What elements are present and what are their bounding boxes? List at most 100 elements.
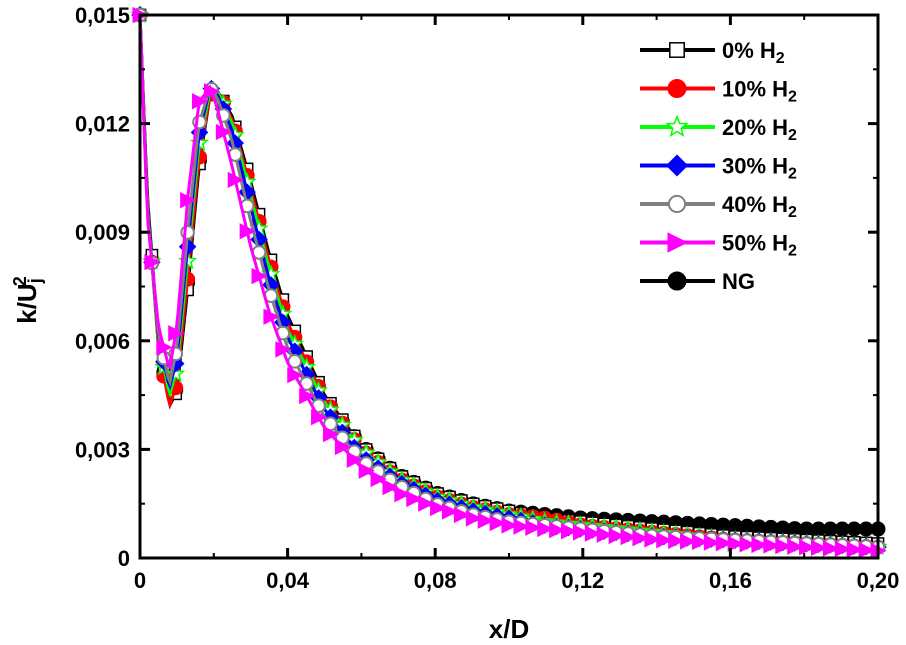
y-axis-title-main: k/U <box>12 283 42 323</box>
legend-marker <box>665 114 689 138</box>
y-tick-label: 0,003 <box>75 437 130 462</box>
legend-item-20-h-2: 20% H2 <box>640 114 797 144</box>
legend-label-main: 10% H <box>722 77 788 102</box>
legend-label: 20% H2 <box>722 115 797 144</box>
y-tick-label: 0,012 <box>75 112 130 137</box>
series-marker-50-h-2 <box>644 531 661 548</box>
series-marker-50-h-2 <box>668 532 685 549</box>
x-tick-label: 0,12 <box>561 568 604 593</box>
legend-label-main: 20% H <box>722 115 788 140</box>
legend-marker <box>669 42 685 58</box>
series-marker-50-h-2 <box>430 499 447 517</box>
legend-marker <box>667 232 689 253</box>
series-marker-50-h-2 <box>263 308 280 325</box>
series-marker-50-h-2 <box>192 93 209 110</box>
series-marker-50-h-2 <box>322 425 340 443</box>
legend-label-main: NG <box>722 269 755 294</box>
legend-label-sub: 2 <box>788 242 797 259</box>
series-marker-50-h-2 <box>799 539 816 556</box>
y-tick-label: 0,015 <box>75 3 130 28</box>
series-marker-50-h-2 <box>406 490 423 508</box>
x-tick-label: 0,04 <box>266 568 310 593</box>
series-marker-50-h-2 <box>418 495 435 512</box>
series-marker-50-h-2 <box>501 517 518 534</box>
legend-item-40-h-2: 40% H2 <box>640 192 797 221</box>
series-marker-50-h-2 <box>251 267 268 285</box>
series-marker-50-h-2 <box>180 192 197 209</box>
series-marker-50-h-2 <box>691 533 709 551</box>
legend-label: 10% H2 <box>722 77 797 106</box>
x-tick-label: 0,16 <box>709 568 752 593</box>
y-axis-title-sup: 2 <box>10 276 30 286</box>
series-marker-50-h-2 <box>215 123 233 141</box>
series-marker-50-h-2 <box>465 510 483 527</box>
x-tick-label: 0,20 <box>857 568 900 593</box>
legend-label: 30% H2 <box>722 154 797 183</box>
series-marker-50-h-2 <box>846 541 864 558</box>
legend-marker <box>667 271 687 291</box>
series-50-h-2 <box>132 6 887 558</box>
y-tick-label: 0,006 <box>75 329 130 354</box>
series-marker-50-h-2 <box>810 539 828 556</box>
series-marker-50-h-2 <box>513 518 530 535</box>
legend-marker <box>667 194 687 214</box>
series-marker-50-h-2 <box>477 512 495 529</box>
legend-item-ng: NG <box>640 269 755 294</box>
x-axis-title: x/D <box>489 614 529 644</box>
y-axis-title: k/Uj2 <box>10 276 45 324</box>
series-marker-50-h-2 <box>656 532 673 549</box>
series-marker-50-h-2 <box>358 462 375 479</box>
series-marker-50-h-2 <box>239 223 256 240</box>
series-marker-50-h-2 <box>382 478 399 496</box>
series-marker-50-h-2 <box>441 503 459 520</box>
legend-label: 40% H2 <box>722 192 797 221</box>
series-marker-50-h-2 <box>858 542 875 558</box>
legend-label-main: 30% H <box>722 154 788 179</box>
series-marker-50-h-2 <box>203 83 221 100</box>
series-marker-50-h-2 <box>584 525 602 542</box>
series-marker-50-h-2 <box>561 523 578 540</box>
series-marker-50-h-2 <box>703 534 721 551</box>
series-marker-50-h-2 <box>834 540 852 558</box>
series-marker-50-h-2 <box>537 520 554 538</box>
series-marker-50-h-2 <box>632 530 649 547</box>
series-marker-50-h-2 <box>763 537 780 554</box>
series-marker-50-h-2 <box>299 387 316 405</box>
series-marker-50-h-2 <box>620 528 637 546</box>
series-marker-50-h-2 <box>596 526 614 543</box>
legend-label: 50% H2 <box>722 231 797 260</box>
series-marker-50-h-2 <box>227 171 245 189</box>
series-marker-50-h-2 <box>775 537 792 555</box>
legend-label: 0% H2 <box>722 38 785 67</box>
legend-marker <box>667 79 687 98</box>
series-marker-50-h-2 <box>608 527 625 545</box>
legend-marker <box>665 154 689 177</box>
series-layer <box>130 4 888 558</box>
series-marker-20-h-2 <box>166 363 186 383</box>
series-marker-50-h-2 <box>394 486 411 503</box>
series-marker-50-h-2 <box>168 325 185 342</box>
series-marker-50-h-2 <box>311 409 328 426</box>
y-tick-label: 0 <box>118 546 130 571</box>
series-marker-50-h-2 <box>287 366 304 384</box>
series-marker-50-h-2 <box>787 538 804 555</box>
series-marker-50-h-2 <box>549 521 566 539</box>
x-tick-label: 0 <box>134 568 146 593</box>
series-marker-50-h-2 <box>334 438 352 456</box>
series-marker-50-h-2 <box>715 535 733 552</box>
series-marker-50-h-2 <box>370 470 387 488</box>
x-tick-label: 0,08 <box>414 568 457 593</box>
legend-label-sub: 2 <box>788 127 797 144</box>
legend-label-sub: 2 <box>788 165 797 182</box>
series-marker-50-h-2 <box>346 451 364 468</box>
series-marker-50-h-2 <box>572 524 590 541</box>
legend-item-50-h-2: 50% H2 <box>640 231 797 260</box>
legend-item-30-h-2: 30% H2 <box>640 154 797 183</box>
legend-label-main: 50% H <box>722 231 788 256</box>
y-axis-title-sub: j <box>25 278 45 284</box>
series-marker-50-h-2 <box>751 536 768 554</box>
y-tick-label: 0,009 <box>75 220 130 245</box>
ticks-layer: 0 0,04 0,08 0,12 0,16 0,20 0 0,003 0,006 0,009 0,0… <box>75 3 899 593</box>
